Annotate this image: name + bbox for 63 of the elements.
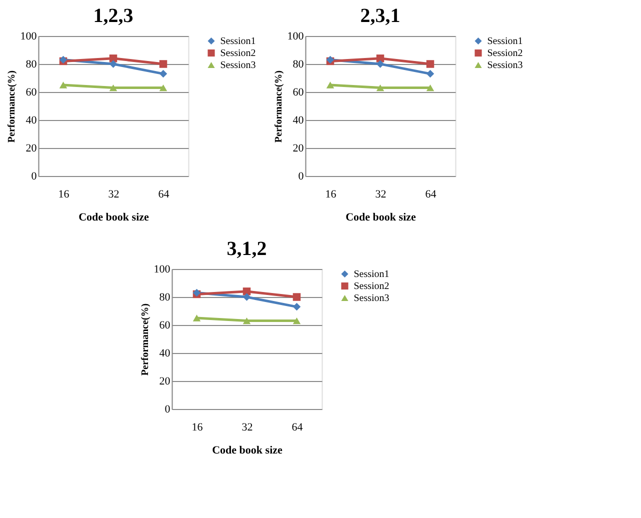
point <box>109 60 118 68</box>
point <box>292 317 301 324</box>
x-axis-title: Code book size <box>78 212 150 224</box>
point <box>242 293 251 301</box>
chart-title: 2,3,1 <box>360 5 400 27</box>
legend-label: Session1 <box>220 36 256 47</box>
x-tick-label: 64 <box>292 422 304 434</box>
x-axis-title: Code book size <box>346 212 416 224</box>
chart-title: 1,2,3 <box>93 5 134 27</box>
legend-label: Session1 <box>354 269 390 280</box>
y-tick-label: 80 <box>159 292 171 304</box>
legend-label: Session1 <box>487 36 523 47</box>
x-tick-label: 32 <box>108 188 120 200</box>
y-tick-label: 0 <box>31 170 38 182</box>
chart-title: 3,1,2 <box>226 238 267 260</box>
point <box>159 84 168 92</box>
legend-label: Session3 <box>487 60 523 71</box>
legend-label: Session2 <box>220 48 256 59</box>
point <box>426 70 434 78</box>
point <box>59 82 68 88</box>
point <box>242 317 251 324</box>
x-tick-label: 32 <box>375 188 386 200</box>
y-tick-label: 80 <box>292 58 304 70</box>
x-axis-title: Code book size <box>212 444 283 456</box>
y-tick-label: 40 <box>292 114 304 126</box>
legend-label: Session3 <box>220 60 256 71</box>
y-tick-label: 100 <box>20 30 38 42</box>
point <box>376 84 384 92</box>
point <box>109 84 118 92</box>
point <box>159 70 168 78</box>
legend-label: Session2 <box>487 48 523 59</box>
y-tick-label: 100 <box>287 30 304 42</box>
y-tick-label: 40 <box>26 114 38 126</box>
y-tick-label: 60 <box>292 86 304 98</box>
y-tick-label: 0 <box>298 170 304 182</box>
y-axis-title: Performance(%) <box>6 70 18 143</box>
y-tick-label: 60 <box>159 320 171 332</box>
x-tick-label: 64 <box>158 188 170 200</box>
y-tick-label: 20 <box>26 142 38 154</box>
point <box>426 84 434 92</box>
x-tick-label: 32 <box>242 422 253 434</box>
point <box>326 82 334 88</box>
point <box>376 60 384 68</box>
legend-label: Session3 <box>354 293 390 304</box>
y-axis-title: Performance(%) <box>140 303 151 376</box>
y-tick-label: 40 <box>159 348 171 360</box>
y-tick-label: 0 <box>164 404 171 416</box>
x-tick-label: 64 <box>425 188 437 200</box>
y-tick-label: 100 <box>154 264 171 276</box>
x-tick-label: 16 <box>58 188 70 200</box>
point <box>159 60 168 68</box>
y-tick-label: 60 <box>26 86 38 98</box>
point <box>292 293 301 301</box>
point <box>192 314 201 322</box>
y-tick-label: 20 <box>159 376 171 388</box>
y-tick-label: 20 <box>292 142 304 154</box>
legend-label: Session2 <box>354 281 390 292</box>
y-tick-label: 80 <box>26 58 38 70</box>
x-tick-label: 16 <box>192 422 204 434</box>
point <box>426 60 434 68</box>
x-tick-label: 16 <box>325 188 337 200</box>
y-axis-title: Performance(%) <box>273 70 284 143</box>
point <box>292 302 301 311</box>
